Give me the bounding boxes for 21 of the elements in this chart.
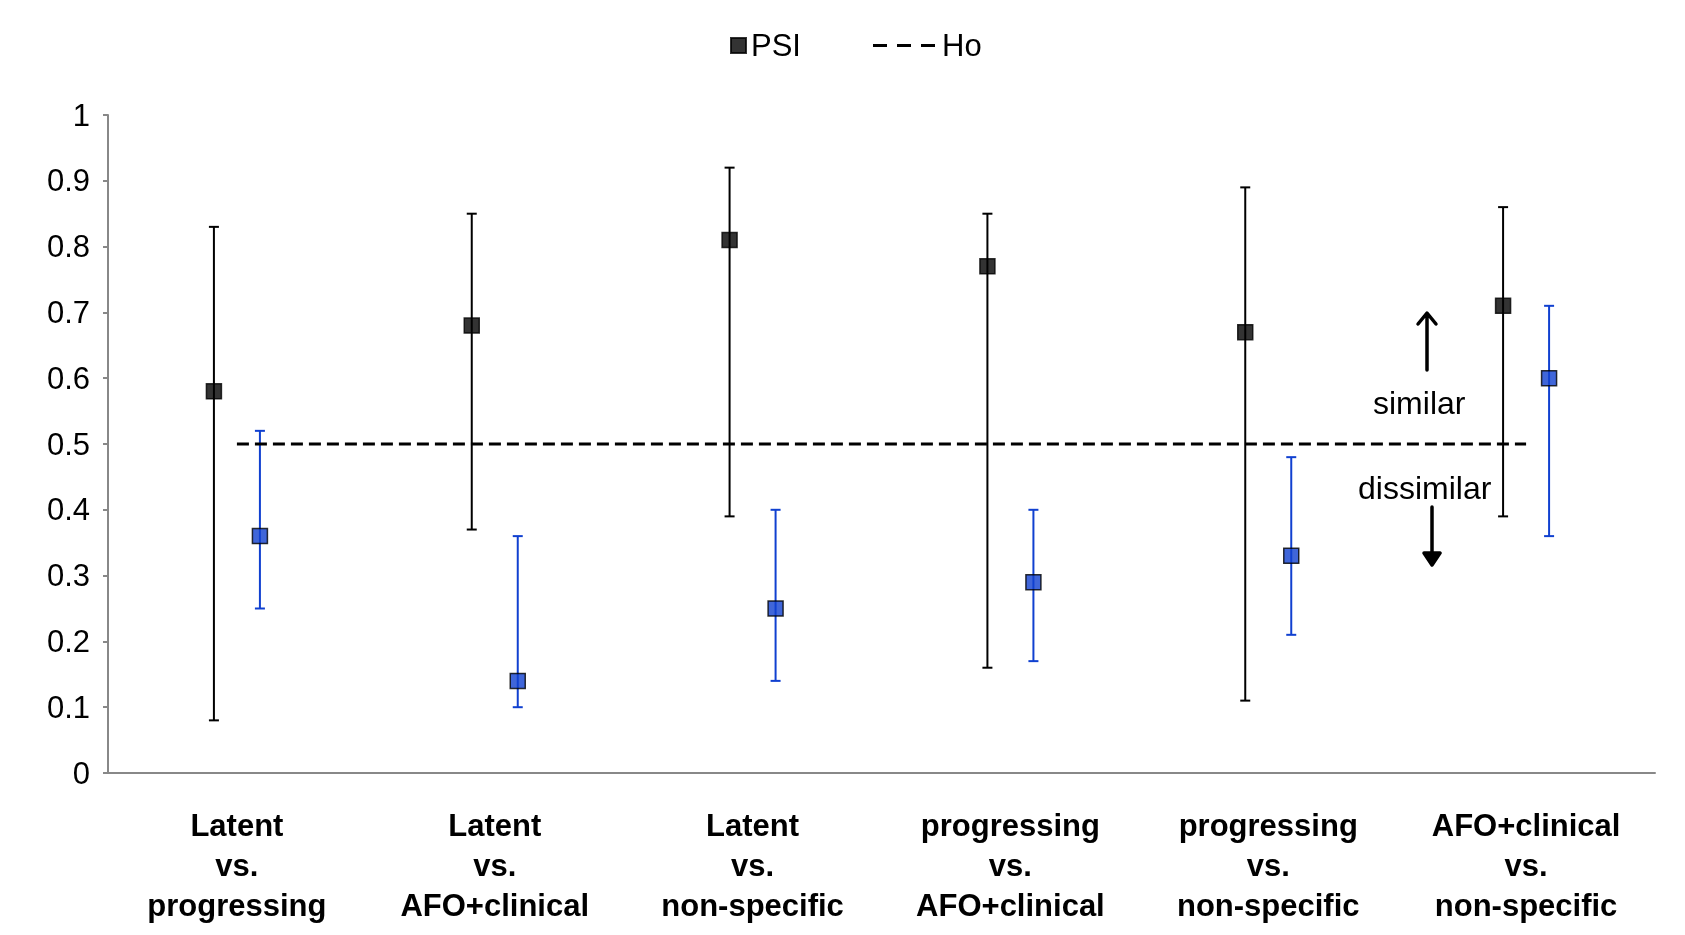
y-tick-label: 0.6 — [46, 360, 90, 396]
x-tick-label: Latent vs. non-specific — [661, 807, 844, 923]
y-tick-label: 0.7 — [46, 294, 90, 330]
x-tick-label: Latent vs. progressing — [147, 807, 327, 923]
y-tick-label: 0.3 — [46, 558, 90, 594]
y-tick-label: 0.4 — [46, 492, 90, 528]
legend-label: PSI — [751, 28, 801, 63]
y-tick-label: 0.5 — [46, 426, 90, 462]
x-tick-label: progressing vs. AFO+clinical — [916, 807, 1105, 923]
y-tick-label: 0.9 — [46, 163, 90, 199]
legend-label: Ho — [942, 28, 982, 63]
x-tick-label: Latent vs. AFO+clinical — [400, 807, 590, 923]
y-tick-label: 0.2 — [46, 623, 90, 659]
y-tick-label: 1 — [72, 97, 90, 133]
x-tick-label: AFO+clinical vs. non-specific — [1431, 807, 1621, 923]
x-tick-label: progressing vs. non-specific — [1176, 807, 1360, 923]
y-tick-label: 0 — [72, 755, 90, 791]
annotation: dissimilar — [1358, 470, 1492, 506]
y-tick-label: 0.1 — [46, 689, 90, 725]
y-tick-label: 0.8 — [46, 229, 90, 265]
annotation: similar — [1373, 385, 1466, 421]
